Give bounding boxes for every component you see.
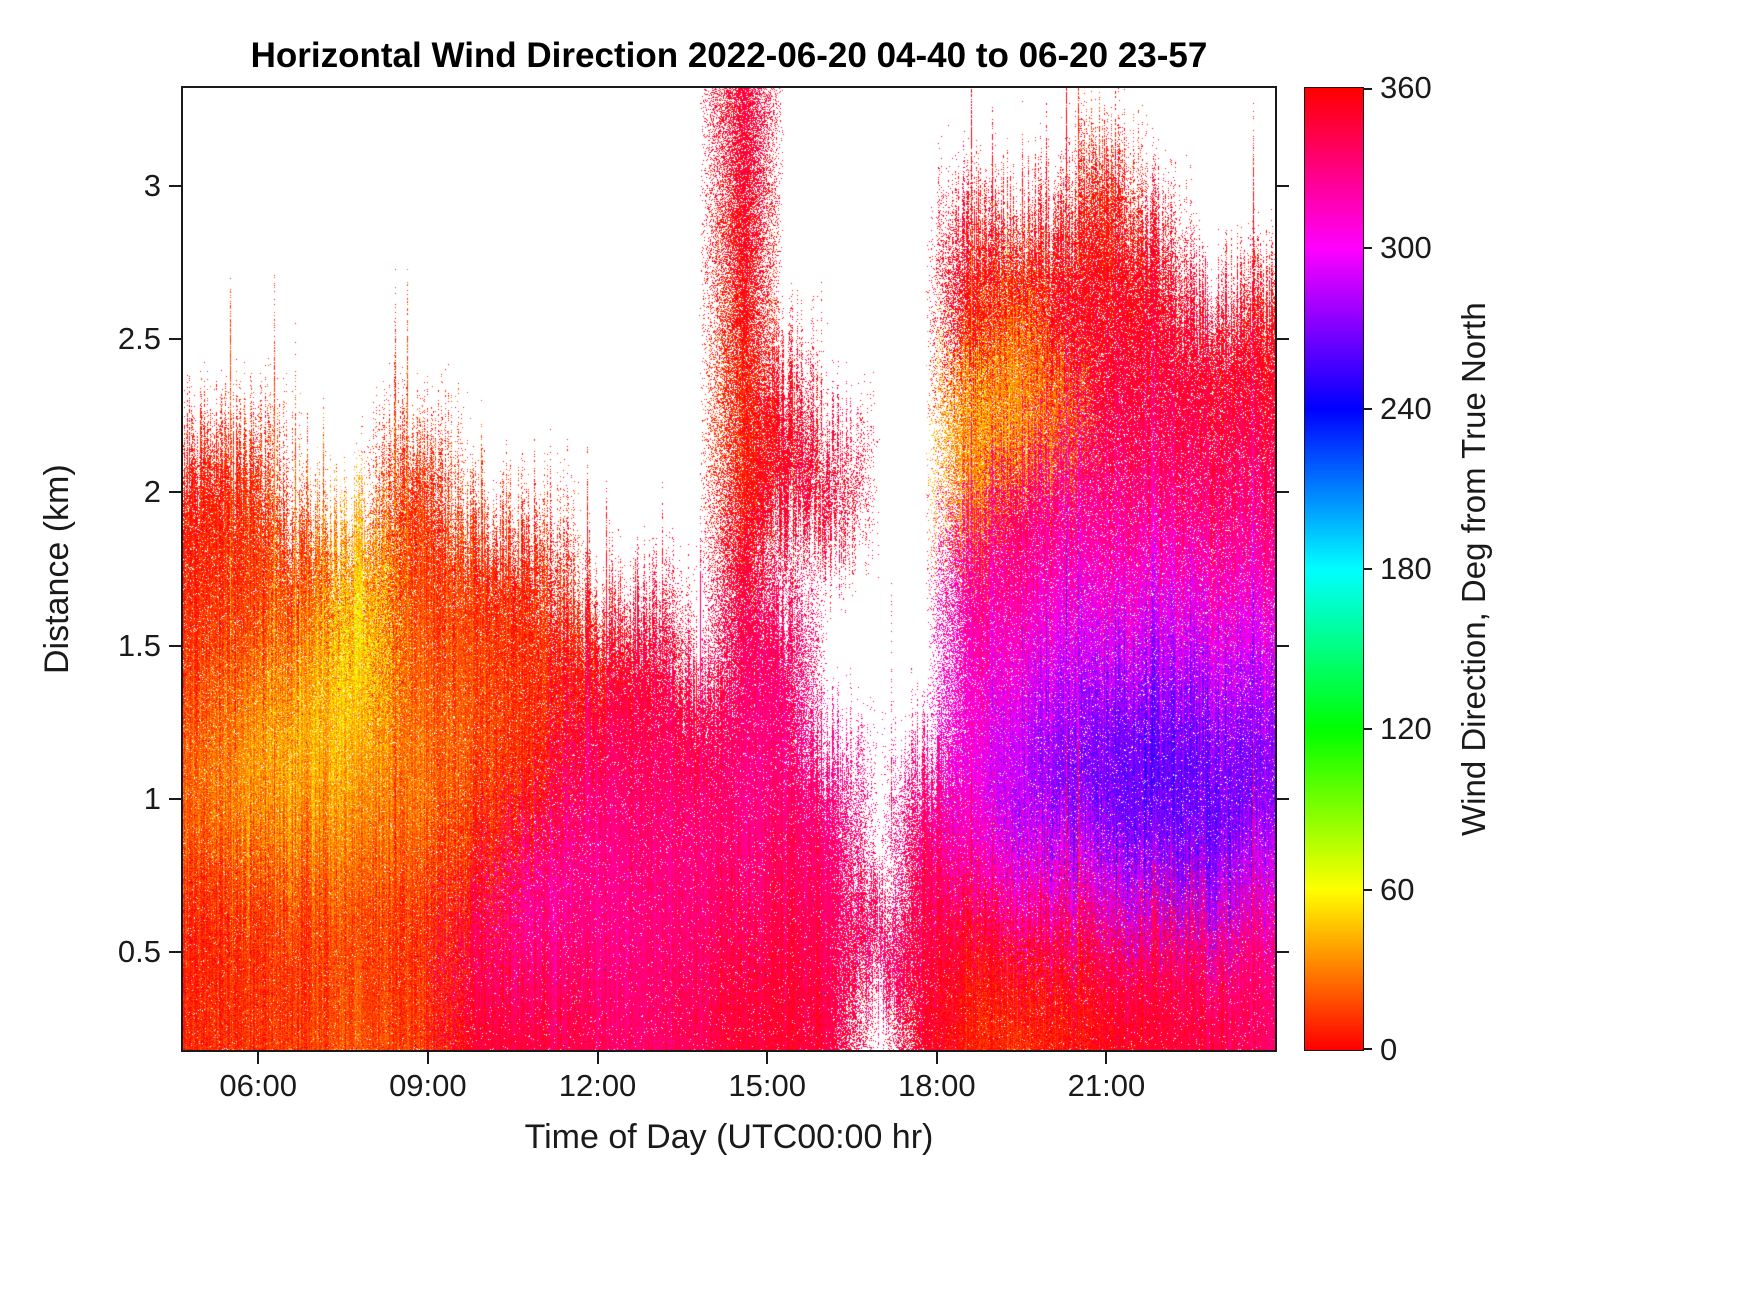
y-tick-mark-right bbox=[1277, 338, 1289, 340]
y-tick-mark-right bbox=[1277, 798, 1289, 800]
y-tick-mark bbox=[169, 798, 181, 800]
heatmap-canvas bbox=[183, 88, 1275, 1050]
y-tick-mark-right bbox=[1277, 185, 1289, 187]
y-tick-mark bbox=[169, 185, 181, 187]
colorbar-tick-mark bbox=[1364, 568, 1372, 570]
x-tick-label: 18:00 bbox=[877, 1068, 997, 1104]
x-axis-label: Time of Day (UTC00:00 hr) bbox=[183, 1118, 1275, 1157]
x-tick-mark bbox=[766, 1052, 768, 1064]
colorbar-tick-mark bbox=[1364, 1048, 1372, 1050]
y-tick-mark-right bbox=[1277, 491, 1289, 493]
colorbar-tick-mark bbox=[1364, 728, 1372, 730]
y-tick-mark bbox=[169, 645, 181, 647]
x-tick-label: 09:00 bbox=[368, 1068, 488, 1104]
colorbar-tick-mark bbox=[1364, 889, 1372, 891]
colorbar-tick-mark bbox=[1364, 247, 1372, 249]
colorbar-label: Wind Direction, Deg from True North bbox=[1455, 88, 1499, 1050]
colorbar-tick-mark bbox=[1364, 88, 1372, 90]
colorbar-tick-mark bbox=[1364, 408, 1372, 410]
x-tick-mark bbox=[936, 1052, 938, 1064]
x-tick-label: 12:00 bbox=[538, 1068, 658, 1104]
y-tick-mark bbox=[169, 491, 181, 493]
x-tick-mark bbox=[1105, 1052, 1107, 1064]
y-tick-mark bbox=[169, 338, 181, 340]
y-tick-mark-right bbox=[1277, 951, 1289, 953]
x-tick-label: 21:00 bbox=[1046, 1068, 1166, 1104]
y-tick-mark-right bbox=[1277, 645, 1289, 647]
x-tick-mark bbox=[427, 1052, 429, 1064]
colorbar-canvas bbox=[1305, 88, 1363, 1050]
chart-title: Horizontal Wind Direction 2022-06-20 04-… bbox=[183, 36, 1275, 76]
x-tick-mark bbox=[257, 1052, 259, 1064]
x-tick-label: 15:00 bbox=[707, 1068, 827, 1104]
x-tick-label: 06:00 bbox=[198, 1068, 318, 1104]
figure: Horizontal Wind Direction 2022-06-20 04-… bbox=[0, 0, 1750, 1313]
x-tick-mark bbox=[597, 1052, 599, 1064]
y-tick-mark bbox=[169, 951, 181, 953]
y-axis-label: Distance (km) bbox=[38, 88, 82, 1050]
